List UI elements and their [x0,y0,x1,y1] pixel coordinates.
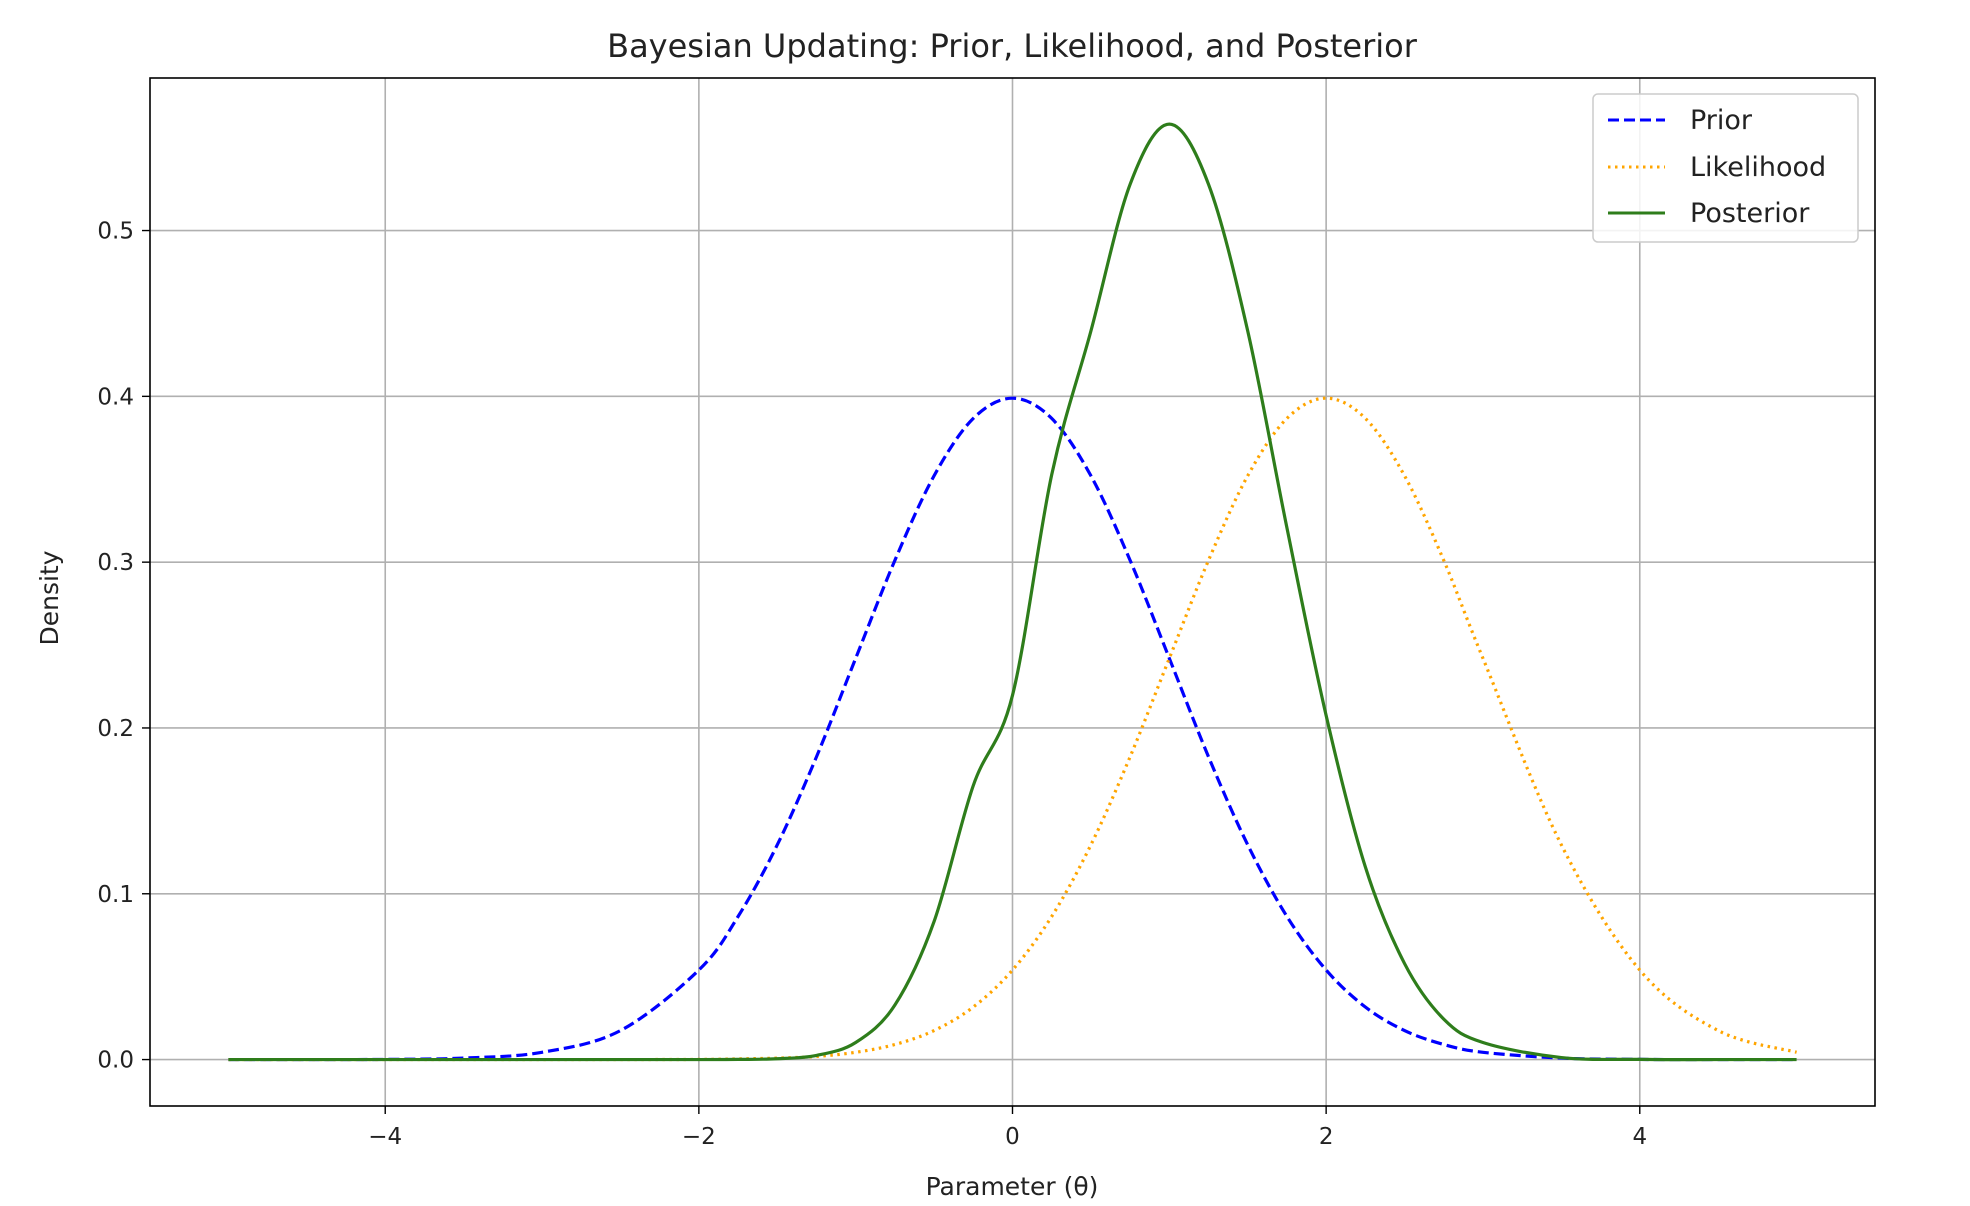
series-line-likelihood [228,396,1798,1062]
series-line-posterior [228,122,1797,1062]
y-tick-label: 0.3 [97,550,134,576]
y-tick-label: 0.2 [97,716,134,742]
series-line-prior [228,396,1797,1062]
y-tick-label: 0.0 [97,1048,134,1074]
y-axis-ticks: 0.0 0.1 0.2 0.3 0.4 0.5 [97,219,150,1074]
y-tick-label: 0.4 [97,384,134,410]
x-tick-label: −2 [682,1124,716,1150]
legend-box [1592,93,1859,243]
legend-label-posterior: Posterior [1690,198,1810,229]
y-tick-label: 0.1 [97,882,134,908]
x-tick-label: −4 [368,1124,402,1150]
x-axis-label: Parameter (θ) [926,1172,1099,1201]
legend-label-likelihood: Likelihood [1690,152,1826,183]
legend: Prior Likelihood Posterior [1592,93,1859,243]
legend-label-prior: Prior [1690,105,1753,136]
x-tick-label: 4 [1632,1124,1647,1150]
chart-title: Bayesian Updating: Prior, Likelihood, an… [607,27,1418,65]
y-axis-label: Density [35,550,64,645]
x-axis-ticks: −4 −2 0 2 4 [368,1106,1647,1150]
y-tick-label: 0.5 [97,219,134,245]
series-lines [228,122,1798,1062]
x-tick-label: 0 [1005,1124,1020,1150]
x-tick-label: 2 [1319,1124,1334,1150]
